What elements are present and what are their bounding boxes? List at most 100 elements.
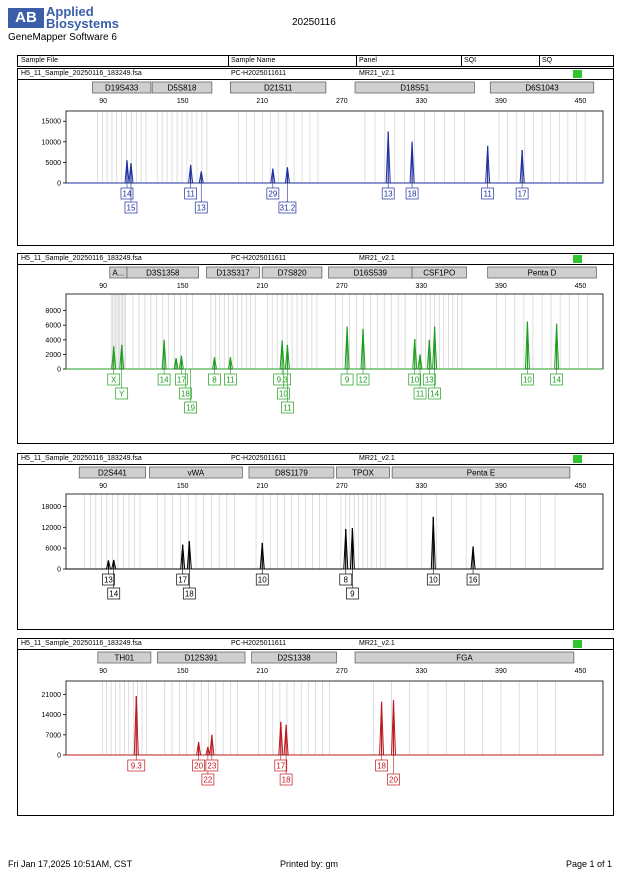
marker-bar[interactable] bbox=[354, 651, 575, 664]
allele-call-box[interactable] bbox=[381, 187, 395, 200]
allele-call-box[interactable] bbox=[175, 373, 188, 386]
footer-printed-by: Printed by: gm bbox=[280, 859, 339, 869]
allele-call-box[interactable] bbox=[346, 587, 359, 600]
allele-call-box[interactable] bbox=[277, 387, 290, 400]
marker-label: D2S1338 bbox=[277, 654, 311, 663]
allele-call-box[interactable] bbox=[375, 759, 388, 772]
allele-call-box[interactable] bbox=[107, 587, 121, 600]
allele-call-box[interactable] bbox=[339, 573, 353, 586]
allele-call-label: 13 bbox=[384, 190, 393, 199]
allele-call-label: 18 bbox=[408, 190, 417, 199]
y-tick-label: 15000 bbox=[42, 119, 62, 126]
allele-call-box[interactable] bbox=[120, 187, 134, 200]
marker-bar[interactable] bbox=[149, 466, 243, 479]
sample-name: PC-H2025011611 bbox=[231, 455, 287, 462]
allele-call-box[interactable] bbox=[102, 573, 115, 586]
allele-call-box[interactable] bbox=[192, 759, 205, 772]
marker-bar[interactable] bbox=[391, 466, 571, 479]
allele-call-box[interactable] bbox=[124, 201, 138, 214]
allele-call-label: 15 bbox=[127, 204, 136, 213]
panel-name: MR21_v2.1 bbox=[359, 640, 395, 647]
allele-call-box[interactable] bbox=[466, 573, 480, 586]
x-tick-label: 150 bbox=[177, 98, 189, 105]
allele-call-box[interactable] bbox=[426, 573, 440, 586]
marker-bar[interactable] bbox=[126, 266, 199, 279]
marker-bar[interactable] bbox=[411, 266, 467, 279]
allele-call-box[interactable] bbox=[157, 373, 171, 386]
marker-bar[interactable] bbox=[92, 81, 152, 94]
allele-call-box[interactable] bbox=[279, 773, 293, 786]
allele-call-box[interactable] bbox=[521, 373, 534, 386]
allele-call-label: 16 bbox=[469, 576, 478, 585]
allele-call-label: 13 bbox=[197, 204, 206, 213]
sample-name: PC-H2025011611 bbox=[231, 70, 287, 77]
allele-call-box[interactable] bbox=[194, 201, 208, 214]
allele-call-box[interactable] bbox=[115, 387, 129, 400]
allele-call-label: 31.2 bbox=[280, 204, 296, 213]
electropherogram-panel-blue: H5_11_Sample_20250116_183249.fsa PC-H202… bbox=[17, 68, 614, 246]
allele-call-label: 20 bbox=[389, 776, 398, 785]
allele-call-box[interactable] bbox=[273, 373, 291, 386]
allele-call-label: 14 bbox=[123, 190, 132, 199]
marker-bar[interactable] bbox=[78, 466, 146, 479]
y-tick-label: 6000 bbox=[45, 546, 61, 553]
allele-call-box[interactable] bbox=[255, 573, 269, 586]
marker-bar[interactable] bbox=[248, 466, 335, 479]
allele-call-box[interactable] bbox=[387, 773, 400, 786]
allele-call-box[interactable] bbox=[422, 373, 436, 386]
marker-bar[interactable] bbox=[206, 266, 260, 279]
allele-call-box[interactable] bbox=[127, 759, 146, 772]
marker-bar[interactable] bbox=[336, 466, 390, 479]
allele-call-box[interactable] bbox=[107, 373, 121, 386]
allele-call-box[interactable] bbox=[550, 373, 563, 386]
allele-call-box[interactable] bbox=[208, 373, 221, 386]
sq-indicator bbox=[573, 255, 582, 263]
allele-call-box[interactable] bbox=[266, 187, 280, 200]
sample-file: H5_11_Sample_20250116_183249.fsa bbox=[21, 640, 142, 647]
allele-call-label: 17 bbox=[177, 376, 186, 385]
y-tick-label: 10000 bbox=[42, 139, 62, 146]
allele-call-box[interactable] bbox=[176, 573, 190, 586]
allele-call-box[interactable] bbox=[408, 373, 422, 386]
trace-line bbox=[66, 321, 603, 370]
sq-indicator bbox=[573, 70, 582, 78]
y-tick-label: 0 bbox=[57, 367, 61, 374]
allele-call-box[interactable] bbox=[405, 187, 419, 200]
x-tick-label: 330 bbox=[416, 283, 428, 290]
allele-call-box[interactable] bbox=[224, 373, 237, 386]
marker-bar[interactable] bbox=[487, 266, 597, 279]
allele-call-box[interactable] bbox=[481, 187, 494, 200]
marker-bar[interactable] bbox=[97, 651, 152, 664]
allele-call-box[interactable] bbox=[278, 201, 297, 214]
marker-label: D3S1358 bbox=[146, 269, 180, 278]
panel-name: MR21_v2.1 bbox=[359, 255, 395, 262]
allele-call-box[interactable] bbox=[413, 387, 427, 400]
allele-call-label: 17 bbox=[276, 762, 285, 771]
marker-bar[interactable] bbox=[354, 81, 475, 94]
marker-bar[interactable] bbox=[230, 81, 327, 94]
x-tick-label: 270 bbox=[336, 283, 348, 290]
allele-call-box[interactable] bbox=[178, 387, 192, 400]
allele-call-box[interactable] bbox=[274, 759, 288, 772]
marker-bar[interactable] bbox=[157, 651, 246, 664]
brand-line2: Biosystems bbox=[46, 16, 119, 31]
allele-call-box[interactable] bbox=[184, 187, 197, 200]
marker-bar[interactable] bbox=[151, 81, 213, 94]
allele-call-box[interactable] bbox=[205, 759, 219, 772]
marker-bar[interactable] bbox=[261, 266, 323, 279]
allele-call-box[interactable] bbox=[356, 373, 370, 386]
x-tick-label: 390 bbox=[495, 668, 507, 675]
marker-bar[interactable] bbox=[251, 651, 337, 664]
allele-call-box[interactable] bbox=[182, 587, 196, 600]
allele-call-box[interactable] bbox=[428, 387, 441, 400]
marker-label: D5S818 bbox=[168, 84, 197, 93]
brand-line1: Applied bbox=[46, 4, 94, 19]
marker-bar[interactable] bbox=[489, 81, 595, 94]
allele-call-box[interactable] bbox=[184, 401, 197, 414]
allele-call-box[interactable] bbox=[515, 187, 529, 200]
x-tick-label: 390 bbox=[495, 98, 507, 105]
x-tick-label: 330 bbox=[416, 483, 428, 490]
allele-call-box[interactable] bbox=[201, 773, 215, 786]
allele-call-box[interactable] bbox=[340, 373, 354, 386]
allele-call-box[interactable] bbox=[281, 401, 294, 414]
